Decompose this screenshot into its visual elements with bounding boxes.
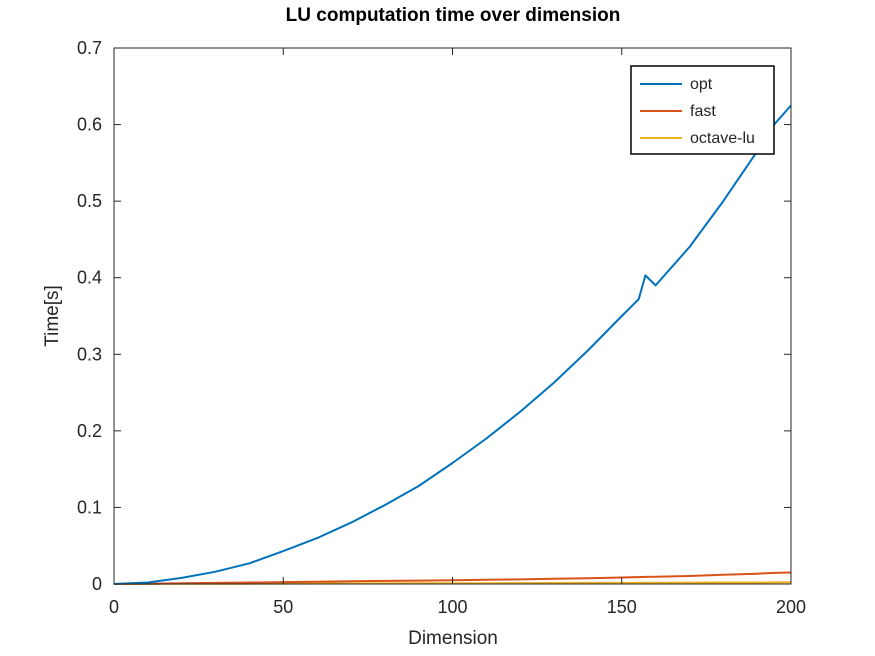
x-tick-label: 150 xyxy=(607,597,637,617)
legend: opt fast octave-lu xyxy=(630,65,775,155)
y-tick-label: 0.4 xyxy=(77,268,102,288)
x-tick-label: 0 xyxy=(109,597,119,617)
y-tick-label: 0.1 xyxy=(77,497,102,517)
y-tick-label: 0.7 xyxy=(77,38,102,58)
legend-label: opt xyxy=(690,76,713,93)
legend-label: octave-lu xyxy=(690,130,755,147)
y-axis-label: Time[s] xyxy=(42,285,63,347)
legend-label: fast xyxy=(690,103,716,120)
x-axis-label: Dimension xyxy=(408,628,498,649)
y-tick-label: 0.3 xyxy=(77,344,102,364)
chart-title: LU computation time over dimension xyxy=(286,5,621,26)
y-tick-label: 0.2 xyxy=(77,421,102,441)
x-tick-label: 50 xyxy=(273,597,293,617)
x-tick-label: 200 xyxy=(776,597,806,617)
x-axis-ticks: 0 50 100 150 200 xyxy=(109,48,806,617)
y-axis-ticks: 0 0.1 0.2 0.3 0.4 0.5 0.6 0.7 xyxy=(77,38,791,594)
y-tick-label: 0 xyxy=(92,574,102,594)
y-tick-label: 0.5 xyxy=(77,191,102,211)
series-line-fast xyxy=(113,571,792,585)
x-tick-label: 100 xyxy=(437,597,467,617)
y-tick-label: 0.6 xyxy=(77,115,102,135)
series-line-opt xyxy=(113,104,792,585)
